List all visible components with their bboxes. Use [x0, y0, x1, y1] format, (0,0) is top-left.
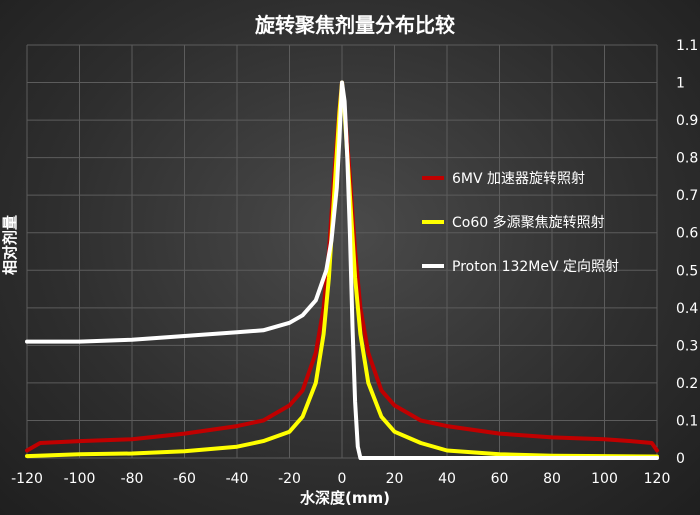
- x-tick-label: -40: [226, 471, 249, 487]
- x-tick-label: 100: [591, 471, 618, 487]
- y-tick-label: 0.1: [676, 413, 698, 429]
- y-tick-label: 0.4: [676, 301, 698, 317]
- y-tick-label: 0.2: [676, 376, 698, 392]
- y-tick-label: 0.5: [676, 263, 698, 279]
- x-axis-label: 水深度(mm): [300, 489, 390, 507]
- y-tick-label: 0.7: [676, 188, 698, 204]
- x-tick-label: -100: [64, 471, 96, 487]
- y-tick-label: 0.9: [676, 113, 698, 129]
- x-tick-label: 120: [644, 471, 671, 487]
- y-tick-label: 1.1: [676, 38, 698, 54]
- y-tick-label: 0.3: [676, 338, 698, 354]
- x-tick-label: -80: [121, 471, 144, 487]
- x-tick-label: 80: [543, 471, 561, 487]
- x-tick-labels: -120 -100 -80 -60 -40 -20 0 20 40 60 80 100 120: [11, 471, 670, 487]
- chart-title: 旋转聚焦剂量分布比较: [254, 13, 455, 37]
- y-tick-label: 0.6: [676, 226, 698, 242]
- legend-label: 6MV 加速器旋转照射: [452, 171, 585, 187]
- series-lines: [25, 80, 659, 460]
- y-tick-label: 1: [676, 76, 685, 92]
- legend: 6MV 加速器旋转照射 Co60 多源聚焦旋转照射 Proton 132MeV 定向…: [422, 171, 619, 275]
- y-axis-label: 相对剂量: [1, 215, 19, 275]
- legend-label: Proton 132MeV 定向照射: [452, 259, 619, 275]
- series-line-3: [25, 80, 659, 460]
- y-tick-label: 0: [676, 451, 685, 467]
- x-tick-label: -120: [11, 471, 43, 487]
- legend-label: Co60 多源聚焦旋转照射: [452, 214, 605, 231]
- x-tick-label: 60: [491, 471, 509, 487]
- x-tick-label: -60: [173, 471, 196, 487]
- y-tick-label: 0.8: [676, 151, 698, 167]
- x-tick-label: 0: [338, 471, 347, 487]
- x-tick-label: -20: [278, 471, 301, 487]
- x-tick-label: 40: [438, 471, 456, 487]
- y-tick-labels: 0 0.1 0.2 0.3 0.4 0.5 0.6 0.7 0.8 0.9 1 1.1: [676, 38, 698, 467]
- x-tick-label: 20: [386, 471, 404, 487]
